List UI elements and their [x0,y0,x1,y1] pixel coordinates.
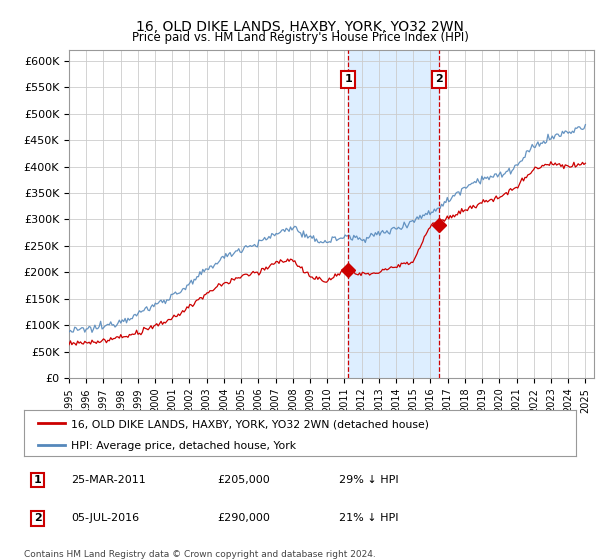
Text: 16, OLD DIKE LANDS, HAXBY, YORK, YO32 2WN: 16, OLD DIKE LANDS, HAXBY, YORK, YO32 2W… [136,20,464,34]
Text: 25-MAR-2011: 25-MAR-2011 [71,475,146,485]
Text: HPI: Average price, detached house, York: HPI: Average price, detached house, York [71,441,296,451]
Text: 29% ↓ HPI: 29% ↓ HPI [338,475,398,485]
Text: 05-JUL-2016: 05-JUL-2016 [71,513,139,523]
Text: £290,000: £290,000 [217,513,270,523]
Text: £205,000: £205,000 [217,475,270,485]
Text: 1: 1 [344,74,352,85]
Text: 2: 2 [436,74,443,85]
Text: 1: 1 [34,475,41,485]
Text: Price paid vs. HM Land Registry's House Price Index (HPI): Price paid vs. HM Land Registry's House … [131,31,469,44]
Text: 21% ↓ HPI: 21% ↓ HPI [338,513,398,523]
Bar [349,50,439,378]
Text: 16, OLD DIKE LANDS, HAXBY, YORK, YO32 2WN (detached house): 16, OLD DIKE LANDS, HAXBY, YORK, YO32 2W… [71,419,429,430]
Text: Contains HM Land Registry data © Crown copyright and database right 2024.
This d: Contains HM Land Registry data © Crown c… [24,550,376,560]
Text: 2: 2 [34,513,41,523]
